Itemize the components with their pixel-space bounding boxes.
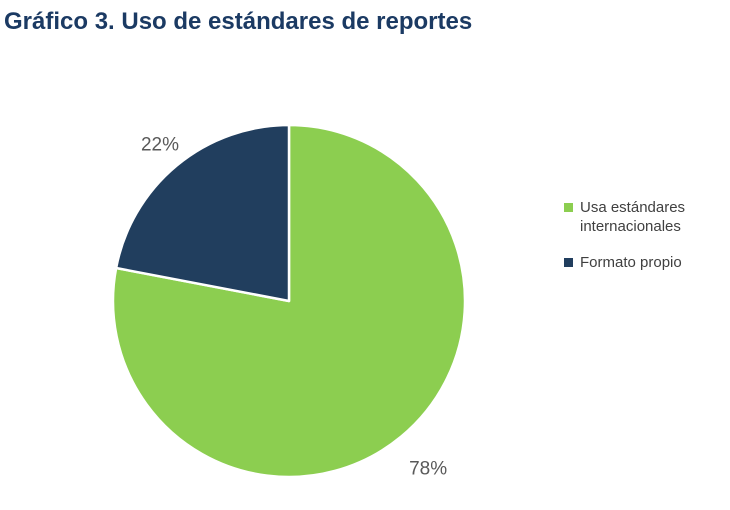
legend-item-formato-propio: Formato propio [564, 253, 722, 272]
legend-label: Formato propio [580, 254, 682, 271]
legend-swatch-green [564, 203, 573, 212]
chart-title: Gráfico 3. Uso de estándares de reportes [4, 8, 473, 35]
legend-item-usa-estandares: Usa estándares internacionales [564, 198, 722, 236]
pie-data-label: 78% [409, 459, 447, 480]
legend-label: Usa estándares internacionales [580, 199, 686, 235]
pie-slice-usa-est-ndares-internacionales [111, 123, 467, 479]
pie-slice-formato-propio [114, 123, 291, 303]
pie-data-label: 22% [141, 135, 179, 156]
legend-swatch-navy [564, 258, 573, 267]
legend: Usa estándares internacionales Formato p… [564, 198, 722, 272]
